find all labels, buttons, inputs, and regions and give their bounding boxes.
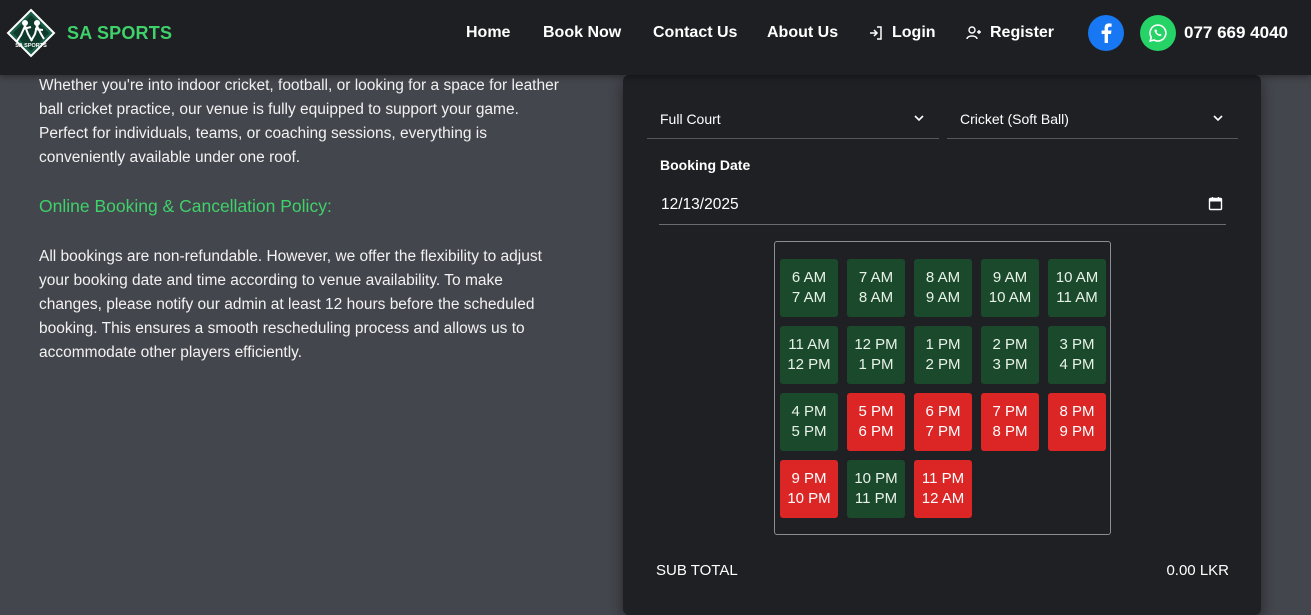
time-slot-booked[interactable]: 7 PM 8 PM	[981, 393, 1039, 451]
nav-book-now[interactable]: Book Now	[543, 24, 622, 41]
slot-end: 5 PM	[791, 423, 827, 440]
booking-date-value: 12/13/2025	[661, 195, 739, 213]
slot-start: 1 PM	[925, 336, 961, 353]
policy-paragraph: All bookings are non-refundable. However…	[39, 248, 542, 361]
court-select[interactable]: Full Court	[647, 99, 939, 139]
slot-start: 2 PM	[992, 336, 1028, 353]
time-slot-grid: 6 AM 7 AM 7 AM 8 AM 8 AM 9 AM 9 AM 10 AM 10 AM 11…	[774, 241, 1111, 535]
time-slot-available[interactable]: 10 AM 11 AM	[1048, 259, 1106, 317]
time-slot-booked[interactable]: 5 PM 6 PM	[847, 393, 905, 451]
slot-end: 9 PM	[1059, 423, 1095, 440]
subtotal-label: SUB TOTAL	[656, 562, 738, 579]
brand-name: SA SPORTS	[67, 22, 173, 43]
slot-start: 12 PM	[854, 336, 898, 353]
slot-end: 9 AM	[925, 289, 961, 306]
slot-start: 4 PM	[791, 403, 827, 420]
slot-start: 8 PM	[1059, 403, 1095, 420]
time-slot-available[interactable]: 11 AM 12 PM	[780, 326, 838, 384]
time-slot-available[interactable]: 12 PM 1 PM	[847, 326, 905, 384]
slot-end: 8 PM	[992, 423, 1028, 440]
slot-start: 7 PM	[992, 403, 1028, 420]
time-slot-available[interactable]: 1 PM 2 PM	[914, 326, 972, 384]
time-slot-booked[interactable]: 9 PM 10 PM	[780, 460, 838, 518]
facebook-link[interactable]	[1088, 15, 1124, 51]
slot-end: 4 PM	[1059, 356, 1095, 373]
sport-select[interactable]: Cricket (Soft Ball)	[947, 99, 1238, 139]
time-slot-available[interactable]: 7 AM 8 AM	[847, 259, 905, 317]
user-plus-icon	[966, 26, 981, 40]
calendar-icon[interactable]	[1208, 196, 1223, 211]
sport-select-value: Cricket (Soft Ball)	[960, 110, 1069, 127]
time-slot-available[interactable]: 6 AM 7 AM	[780, 259, 838, 317]
slot-start: 9 PM	[791, 470, 827, 487]
slot-start: 11 PM	[921, 470, 965, 487]
slot-end: 6 PM	[858, 423, 894, 440]
slot-start: 8 AM	[925, 269, 961, 286]
slot-start: 3 PM	[1059, 336, 1095, 353]
time-slot-available[interactable]: 3 PM 4 PM	[1048, 326, 1106, 384]
nav-contact-us[interactable]: Contact Us	[653, 24, 738, 41]
time-slot-available[interactable]: 2 PM 3 PM	[981, 326, 1039, 384]
whatsapp-icon	[1149, 24, 1167, 43]
slot-end: 3 PM	[992, 356, 1028, 373]
slot-end: 7 PM	[925, 423, 961, 440]
subtotal-value: 0.00 LKR	[1166, 562, 1229, 579]
policy-heading: Online Booking & Cancellation Policy:	[39, 196, 332, 216]
time-slot-available[interactable]: 8 AM 9 AM	[914, 259, 972, 317]
court-select-value: Full Court	[660, 110, 721, 127]
time-slot-booked[interactable]: 11 PM 12 AM	[914, 460, 972, 518]
slot-start: 6 PM	[925, 403, 961, 420]
slot-end: 12 PM	[787, 356, 831, 373]
nav-home[interactable]: Home	[466, 24, 511, 41]
chevron-down-icon	[914, 115, 924, 122]
site-header: SA SPORTS SA SPORTS Home Book Now Contac…	[0, 0, 1311, 75]
slot-start: 9 AM	[992, 269, 1028, 286]
slot-end: 7 AM	[791, 289, 827, 306]
facebook-icon	[1101, 23, 1112, 43]
time-slot-available[interactable]: 9 AM 10 AM	[981, 259, 1039, 317]
slot-end: 10 AM	[988, 289, 1032, 306]
logo-text: SA SPORTS	[15, 43, 47, 49]
login-icon	[870, 26, 882, 40]
slot-start: 5 PM	[858, 403, 894, 420]
time-slot-available[interactable]: 10 PM 11 PM	[847, 460, 905, 518]
nav-register[interactable]: Register	[966, 24, 1054, 42]
logo-icon: SA SPORTS	[6, 8, 56, 58]
nav-register-label: Register	[990, 24, 1055, 41]
time-slot-booked[interactable]: 6 PM 7 PM	[914, 393, 972, 451]
slot-end: 8 AM	[858, 289, 894, 306]
phone-number[interactable]: 077 669 4040	[1184, 23, 1288, 42]
slot-start: 10 PM	[854, 470, 898, 487]
slot-start: 6 AM	[791, 269, 827, 286]
slot-start: 10 AM	[1055, 269, 1099, 286]
booking-panel: Full Court Cricket (Soft Ball) Booking D…	[623, 75, 1261, 615]
nav-login[interactable]: Login	[868, 24, 936, 42]
slot-end: 11 PM	[854, 490, 898, 507]
whatsapp-link[interactable]	[1140, 15, 1176, 51]
booking-date-input[interactable]: 12/13/2025	[659, 185, 1226, 225]
slot-end: 2 PM	[925, 356, 961, 373]
brand[interactable]: SA SPORTS SA SPORTS	[6, 8, 172, 58]
nav-login-label: Login	[892, 24, 936, 41]
intro-paragraph: Whether you're into indoor cricket, foot…	[39, 77, 559, 166]
slot-start: 7 AM	[858, 269, 894, 286]
booking-date-label: Booking Date	[660, 157, 751, 173]
slot-end: 10 PM	[787, 490, 831, 507]
nav-about-us[interactable]: About Us	[767, 24, 839, 41]
chevron-down-icon	[1213, 115, 1223, 122]
slot-end: 12 AM	[921, 490, 965, 507]
time-slot-available[interactable]: 4 PM 5 PM	[780, 393, 838, 451]
slot-end: 1 PM	[858, 356, 894, 373]
slot-end: 11 AM	[1056, 289, 1098, 306]
slot-start: 11 AM	[788, 336, 830, 353]
time-slot-booked[interactable]: 8 PM 9 PM	[1048, 393, 1106, 451]
